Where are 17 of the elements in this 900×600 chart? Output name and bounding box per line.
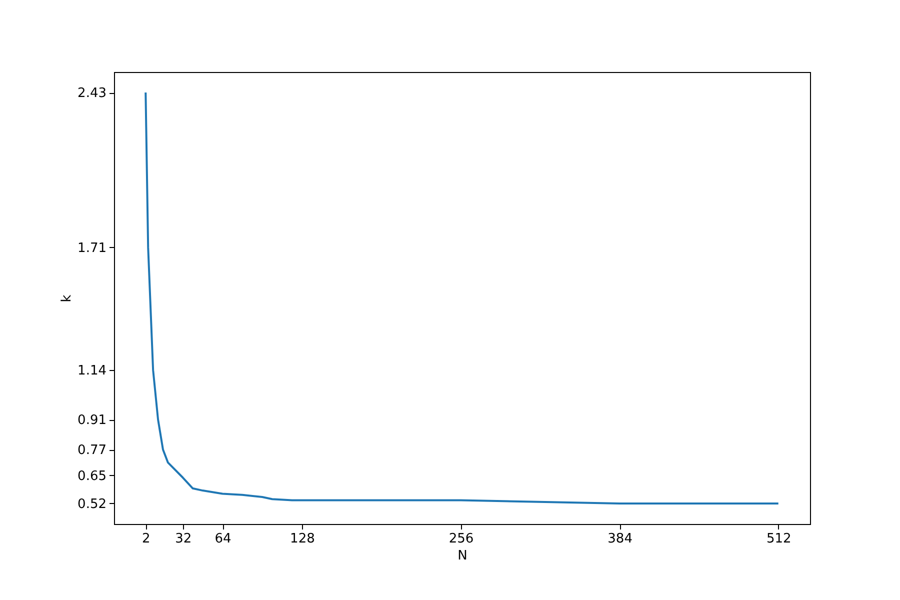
- x-tick-label: 64: [214, 532, 232, 546]
- y-tick-label: 1.14: [78, 364, 106, 379]
- x-axis-title: N: [458, 548, 468, 564]
- x-tick-label: 2: [142, 532, 150, 546]
- y-tick-label: 2.43: [78, 86, 106, 102]
- y-axis-title: k: [60, 294, 75, 302]
- x-tick-label: 128: [290, 532, 315, 546]
- x-tick-label: 32: [175, 532, 192, 546]
- y-tick-label: 0.77: [78, 443, 106, 458]
- x-tick-label: 512: [766, 532, 792, 546]
- y-tick-label: 0.91: [78, 413, 106, 428]
- y-tick-label: 0.52: [78, 496, 106, 512]
- x-tick-label: 256: [448, 532, 474, 546]
- line-series: [144, 92, 780, 504]
- y-tick-label: 1.71: [78, 240, 106, 256]
- y-tick-label: 0.65: [78, 468, 106, 484]
- x-tick-label: 384: [608, 532, 632, 546]
